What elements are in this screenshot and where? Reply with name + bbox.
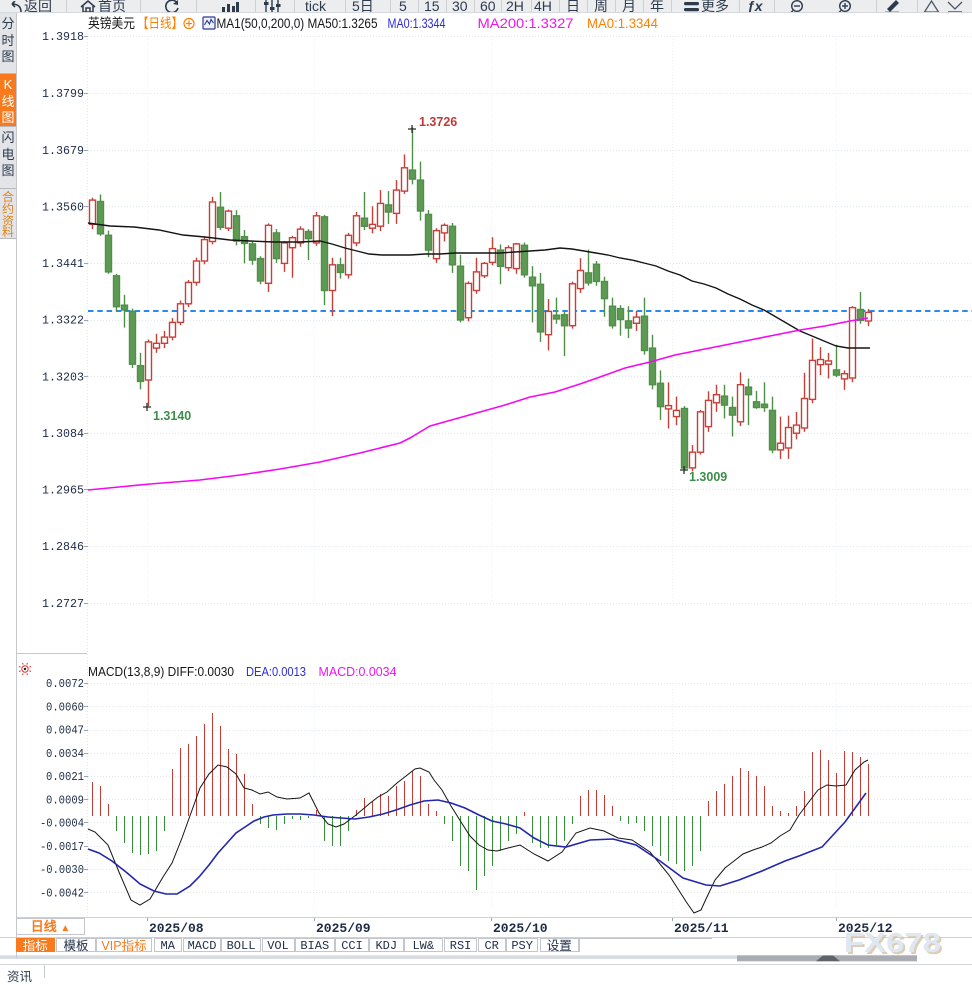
svg-text:MA0:1.3344: MA0:1.3344	[388, 16, 446, 31]
svg-text:1.3009: 1.3009	[689, 470, 727, 484]
svg-text:FX678: FX678	[844, 927, 941, 958]
svg-text:0.0047: 0.0047	[46, 725, 84, 738]
svg-text:-0.0004: -0.0004	[40, 818, 84, 831]
svg-text:1.2846: 1.2846	[42, 540, 84, 554]
svg-text:0.0034: 0.0034	[46, 748, 84, 761]
svg-text:0.0021: 0.0021	[46, 771, 84, 784]
svg-text:1.3084: 1.3084	[42, 427, 84, 441]
svg-text:DEA:0.0013: DEA:0.0013	[246, 664, 306, 679]
svg-text:1.3726: 1.3726	[419, 115, 457, 129]
svg-text:-0.0030: -0.0030	[40, 864, 84, 877]
svg-text:MA200:1.3327: MA200:1.3327	[478, 16, 574, 31]
svg-text:1.3203: 1.3203	[42, 370, 84, 384]
svg-text:1.3799: 1.3799	[42, 87, 84, 101]
svg-text:MA0:1.3344: MA0:1.3344	[587, 16, 658, 31]
svg-text:0.0009: 0.0009	[46, 795, 84, 808]
svg-text:2025/11: 2025/11	[674, 921, 729, 936]
svg-text:2025/12: 2025/12	[838, 921, 893, 936]
svg-text:2025/09: 2025/09	[316, 921, 371, 936]
svg-text:MA1(50,0,200,0) MA50:1.3265: MA1(50,0,200,0) MA50:1.3265	[217, 16, 378, 31]
svg-text:1.3560: 1.3560	[42, 201, 84, 215]
svg-text:【日线】: 【日线】	[137, 16, 183, 31]
svg-text:1.2965: 1.2965	[42, 484, 84, 498]
svg-text:1.3441: 1.3441	[42, 257, 84, 271]
svg-text:1.3918: 1.3918	[42, 30, 84, 44]
svg-text:2025/08: 2025/08	[149, 921, 204, 936]
svg-text:-0.0042: -0.0042	[40, 888, 84, 901]
svg-text:1.3322: 1.3322	[42, 314, 84, 328]
svg-text:0.0072: 0.0072	[46, 678, 84, 691]
svg-text:-0.0017: -0.0017	[40, 841, 84, 854]
svg-text:1.3679: 1.3679	[42, 144, 84, 158]
svg-text:英镑美元: 英镑美元	[88, 15, 135, 31]
svg-text:1.3140: 1.3140	[153, 409, 191, 423]
svg-text:1.2727: 1.2727	[42, 597, 84, 611]
svg-text:FX678: FX678	[846, 929, 943, 960]
svg-text:MACD:0.0034: MACD:0.0034	[319, 664, 397, 679]
svg-text:2025/10: 2025/10	[493, 921, 548, 936]
svg-text:MACD(13,8,9) DIFF:0.0030: MACD(13,8,9) DIFF:0.0030	[88, 664, 234, 679]
svg-text:0.0060: 0.0060	[46, 702, 84, 715]
